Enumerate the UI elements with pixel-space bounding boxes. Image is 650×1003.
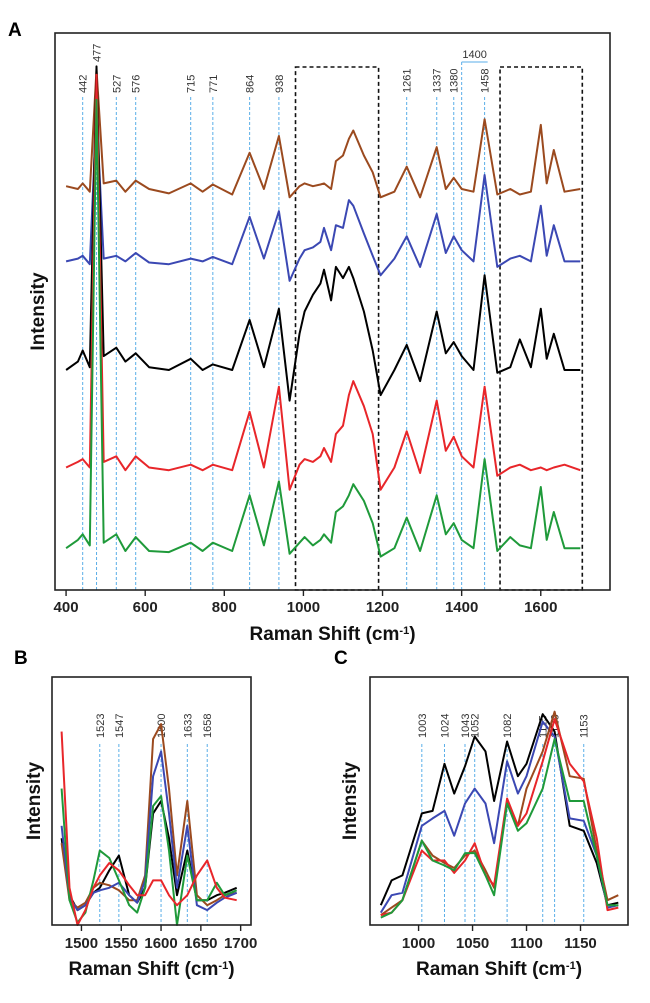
peak-label: 527 [111, 75, 123, 93]
peak-label: 938 [274, 75, 286, 93]
peak-label: 477 [92, 44, 104, 62]
peak-label: 1043 [460, 714, 472, 738]
x-tick-label: 1700 [224, 935, 257, 952]
x-tick-label: 1600 [524, 599, 557, 616]
x-tick-label: 1500 [65, 935, 98, 952]
x-tick-label: 1050 [456, 935, 489, 952]
x-axis-label: Raman Shift (cm-1) [416, 959, 582, 980]
series-line-green [380, 738, 619, 919]
peak-label: 1523 [95, 714, 107, 738]
series-line-brown [65, 68, 581, 199]
series-line-black [379, 713, 619, 907]
series-line-red [60, 731, 237, 926]
x-axis-label: Raman Shift (cm-1) [249, 624, 415, 645]
superscript: -1 [218, 960, 228, 972]
peak-label: 442 [78, 75, 90, 93]
x-tick-label: 600 [133, 599, 158, 616]
x-tick-label: 1650 [184, 935, 217, 952]
series-line-green [65, 98, 581, 558]
x-tick-label: 1200 [366, 599, 399, 616]
series-line-blue [379, 720, 619, 914]
x-axis-label: Raman Shift (cm-1) [68, 959, 234, 980]
peak-label: 1024 [439, 714, 451, 738]
peak-label: 1633 [182, 714, 194, 738]
peak-label: 1658 [202, 714, 214, 738]
x-tick-label: 800 [212, 599, 237, 616]
bracket-label: 1400 [462, 49, 486, 61]
peak-label: 1052 [470, 714, 482, 738]
x-tick-label: 1550 [105, 935, 138, 952]
x-tick-label: 1100 [510, 935, 543, 952]
x-tick-label: 1600 [144, 935, 177, 952]
peak-label: 1380 [449, 69, 461, 93]
panel-letter: A [8, 20, 22, 41]
x-tick-label: 1150 [564, 935, 597, 952]
y-axis-label: Intensity [340, 762, 361, 841]
superscript: -1 [399, 625, 409, 637]
peak-label: 1337 [432, 69, 444, 93]
superscript: -1 [566, 960, 576, 972]
series-line-red [380, 718, 619, 917]
peak-label: 576 [131, 75, 143, 93]
x-tick-label: 1000 [402, 935, 435, 952]
y-axis-label: Intensity [24, 762, 45, 841]
highlight-region-box [499, 66, 584, 591]
peak-label: 1261 [402, 69, 414, 93]
plot-frame [54, 32, 611, 591]
panel-letter: B [14, 648, 28, 669]
plot-frame [369, 676, 629, 926]
peak-label: 1003 [417, 714, 429, 738]
series-line-black [65, 65, 581, 402]
panel-a: A 442 477 527 576 715 771 864 938 1261 1337 1380 145… [8, 20, 611, 645]
panel-letter: C [334, 648, 348, 669]
x-tick-label: 400 [54, 599, 79, 616]
peak-label: 1547 [114, 714, 126, 738]
y-axis-label: Intensity [28, 272, 49, 351]
peak-label: 1153 [579, 714, 591, 738]
series-line-red [65, 73, 581, 491]
peak-label: 715 [186, 75, 198, 93]
series-line-blue [65, 110, 581, 282]
peak-label: 1458 [480, 69, 492, 93]
peak-label: 1082 [502, 714, 514, 738]
peak-label: 771 [208, 75, 220, 93]
peak-label: 864 [245, 75, 257, 93]
x-tick-label: 1400 [445, 599, 478, 616]
plot-frame [51, 676, 252, 926]
x-tick-label: 1000 [287, 599, 320, 616]
